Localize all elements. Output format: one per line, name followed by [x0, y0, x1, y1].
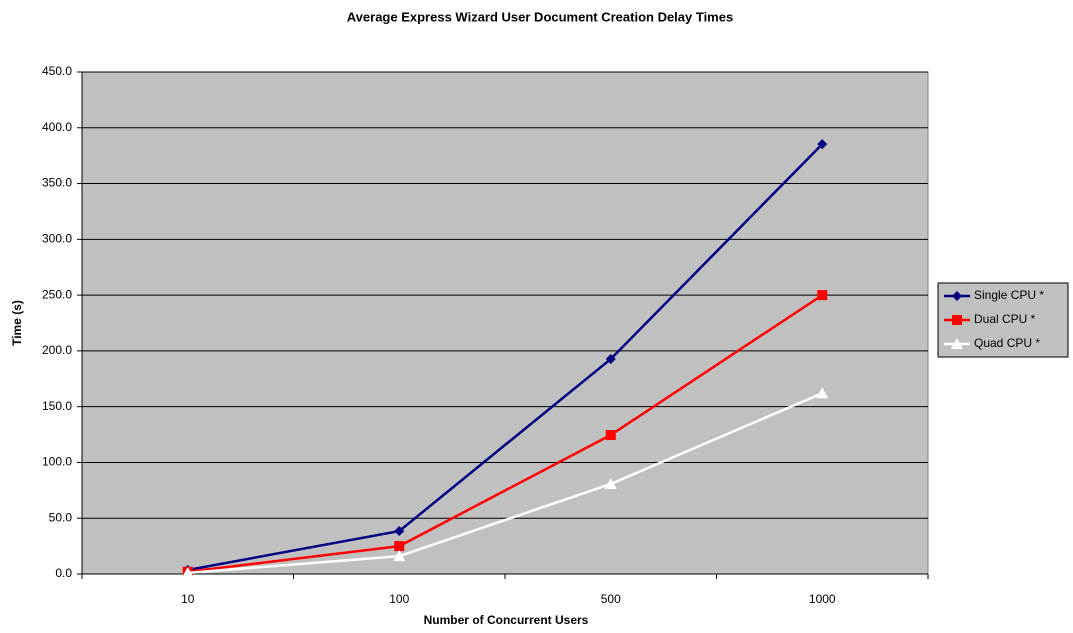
y-tick-label: 400.0 — [42, 120, 72, 134]
y-tick-label: 150.0 — [42, 399, 72, 413]
legend-marker — [952, 315, 962, 325]
plot-area — [81, 71, 929, 575]
y-tick-label: 350.0 — [42, 176, 72, 190]
marker — [604, 477, 617, 489]
legend-label: Quad CPU * — [974, 336, 1040, 350]
y-tick-label: 100.0 — [42, 455, 72, 469]
legend-label: Dual CPU * — [974, 312, 1036, 326]
chart-title: Average Express Wizard User Document Cre… — [347, 9, 733, 24]
x-tick-label: 500 — [601, 592, 621, 606]
legend-label: Single CPU * — [974, 288, 1044, 302]
y-tick-label: 450.0 — [42, 64, 72, 78]
x-axis-label: Number of Concurrent Users — [424, 613, 589, 627]
y-tick-label: 50.0 — [49, 510, 73, 524]
legend-marker — [951, 338, 963, 349]
marker — [605, 430, 616, 441]
x-tick-label: 100 — [389, 592, 409, 606]
marker — [394, 526, 405, 537]
y-tick-label: 200.0 — [42, 343, 72, 357]
x-tick-label: 1000 — [809, 592, 836, 606]
x-tick-label: 10 — [181, 592, 195, 606]
marker — [817, 290, 828, 301]
y-tick-label: 0.0 — [55, 566, 72, 580]
legend-marker — [952, 291, 962, 301]
marker — [181, 566, 194, 578]
marker — [605, 354, 616, 365]
series-line — [187, 392, 823, 575]
marker — [393, 550, 406, 562]
marker — [394, 541, 405, 552]
series-line — [187, 294, 823, 574]
series-line — [187, 143, 824, 572]
y-tick-label: 250.0 — [42, 287, 72, 301]
y-tick-label: 300.0 — [42, 232, 72, 246]
marker — [816, 387, 829, 399]
marker — [817, 139, 828, 150]
y-axis-label: Time (s) — [10, 300, 24, 346]
